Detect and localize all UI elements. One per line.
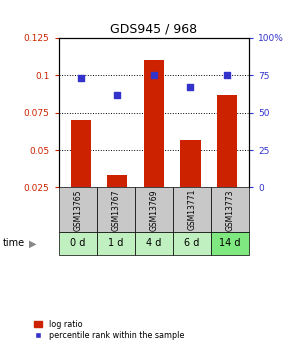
Point bbox=[115, 92, 120, 98]
Text: GSM13765: GSM13765 bbox=[73, 189, 82, 230]
Bar bbox=[107, 175, 127, 187]
Text: 6 d: 6 d bbox=[184, 238, 200, 248]
Bar bbox=[180, 140, 200, 187]
Text: time: time bbox=[3, 238, 25, 248]
Text: 0 d: 0 d bbox=[70, 238, 85, 248]
Text: GSM13771: GSM13771 bbox=[188, 189, 196, 230]
Bar bbox=[71, 120, 91, 187]
Point bbox=[151, 72, 156, 78]
Text: GSM13769: GSM13769 bbox=[149, 189, 158, 230]
Point bbox=[188, 85, 193, 90]
Point bbox=[225, 72, 229, 78]
Text: 1 d: 1 d bbox=[108, 238, 123, 248]
Text: 14 d: 14 d bbox=[219, 238, 241, 248]
Text: GSM13773: GSM13773 bbox=[226, 189, 234, 230]
Text: ▶: ▶ bbox=[29, 238, 37, 248]
Bar bbox=[217, 95, 237, 187]
Point bbox=[78, 76, 83, 81]
Text: GSM13767: GSM13767 bbox=[111, 189, 120, 230]
Legend: log ratio, percentile rank within the sample: log ratio, percentile rank within the sa… bbox=[33, 319, 185, 341]
Bar bbox=[144, 60, 164, 187]
Title: GDS945 / 968: GDS945 / 968 bbox=[110, 22, 197, 36]
Text: 4 d: 4 d bbox=[146, 238, 161, 248]
